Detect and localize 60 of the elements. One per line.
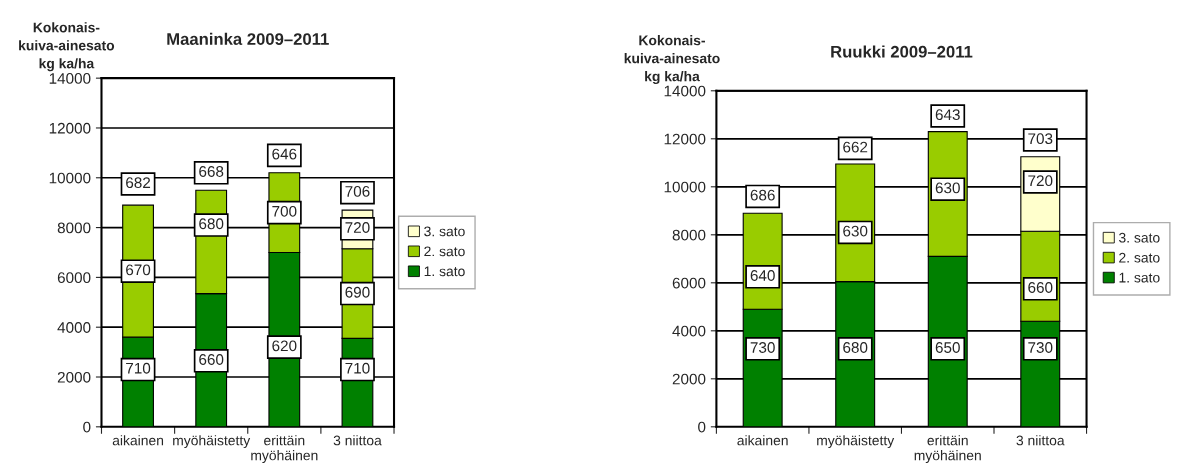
legend-label: 2. sato [424,246,465,257]
y-tick-label: 8000 [57,222,91,234]
annotation: 682 [126,177,151,189]
annotation: 730 [1028,342,1053,353]
y-tick-label: 4000 [57,322,91,333]
annotation: 680 [199,218,224,230]
annotation: 703 [1028,133,1053,145]
annotation: 720 [1028,175,1053,187]
annotation: 660 [199,354,224,365]
annotation: 630 [935,182,960,194]
x-tick-label: erittäin myöhäinen [914,435,981,464]
annotation: 668 [199,166,224,177]
legend-label: 2. sato [1119,252,1160,263]
legend-label: 1. sato [424,266,465,277]
annotation: 630 [843,225,868,237]
x-tick-label: myöhäistetty [817,435,895,449]
y-tick-label: 6000 [57,272,91,284]
y-tick-label: 2000 [57,371,91,383]
annotation: 680 [843,342,868,353]
annotation: 690 [345,286,370,298]
annotation: 710 [126,362,151,374]
annotation: 662 [843,141,868,153]
x-tick-label: erittäin myöhäinen [251,435,318,464]
y-tick-label: 10000 [664,181,706,193]
annotation: 650 [935,342,960,353]
y-tick-label: 10000 [49,172,91,184]
y-axis-title: Kokonais- kuiva-ainesato kg ka/ha [19,22,115,72]
chart-title: Maaninka 2009–2011 [167,32,329,45]
y-tick-label: 6000 [672,277,706,289]
legend-label: 1. sato [1119,272,1160,283]
annotation: 643 [935,109,960,121]
annotation: 646 [272,148,297,160]
y-tick-label: 14000 [664,85,706,97]
x-tick-label: 3 niittoa [1016,435,1065,446]
annotation: 670 [126,264,151,276]
annotation: 706 [345,186,370,197]
x-tick-label: aikainen [112,435,164,446]
y-tick-label: 8000 [672,229,706,241]
annotation: 686 [750,189,775,201]
annotation: 660 [1028,282,1053,293]
y-tick-label: 12000 [49,122,91,134]
chart-title: Ruukki 2009–2011 [831,45,973,58]
annotation: 730 [750,342,775,353]
y-axis-title: Kokonais- kuiva-ainesato kg ka/ha [624,35,720,85]
annotation: 620 [272,340,297,352]
legend-label: 3. sato [1119,232,1160,243]
annotation: 640 [750,270,775,281]
y-tick-label: 12000 [664,133,706,145]
y-tick-label: 2000 [672,373,706,385]
annotation: 700 [272,205,297,217]
annotation: 720 [345,222,370,233]
y-tick-label: 14000 [49,73,91,84]
annotation: 710 [345,362,370,374]
y-tick-label: 0 [698,421,706,433]
legend-label: 3. sato [424,226,465,237]
y-tick-label: 0 [83,421,91,433]
x-tick-label: aikainen [737,435,788,446]
x-tick-label: 3 niittoa [333,435,382,446]
x-tick-label: myöhäistetty [173,435,251,449]
y-tick-label: 4000 [672,325,706,337]
